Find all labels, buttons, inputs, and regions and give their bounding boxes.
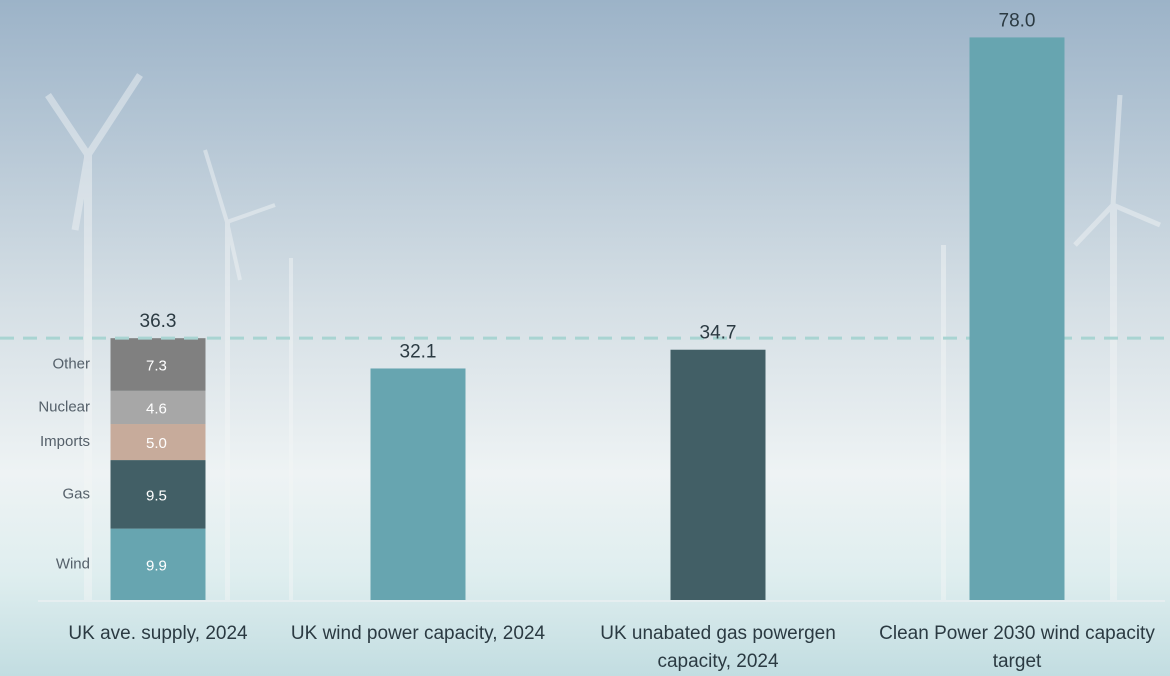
x-tick-label: Clean Power 2030 wind capacity target bbox=[872, 620, 1162, 676]
bar bbox=[371, 368, 466, 600]
x-tick-label: UK wind power capacity, 2024 bbox=[273, 620, 563, 648]
value-label: 78.0 bbox=[999, 10, 1036, 31]
legend-label: Gas bbox=[62, 485, 90, 502]
segment-label: 4.6 bbox=[146, 400, 167, 417]
x-tick-label: UK unabated gas powergen capacity, 2024 bbox=[573, 620, 863, 676]
segment-label: 9.9 bbox=[146, 557, 167, 574]
legend-label: Other bbox=[52, 355, 90, 372]
segment-label: 9.5 bbox=[146, 487, 167, 504]
bar bbox=[671, 350, 766, 600]
segment-label: 7.3 bbox=[146, 357, 167, 374]
chart-page: 9.9 Wind 9.5 Gas 5.0 Imports 4.6 Nuclear 7.3 Othe… bbox=[0, 0, 1170, 676]
chart: 9.9 Wind 9.5 Gas 5.0 Imports 4.6 Nuclear 7.3 Othe… bbox=[0, 0, 1170, 676]
legend-label: Wind bbox=[56, 555, 90, 572]
value-label: 32.1 bbox=[400, 341, 437, 362]
legend-label: Imports bbox=[40, 433, 90, 450]
segment-label: 5.0 bbox=[146, 435, 167, 452]
legend-label: Nuclear bbox=[38, 398, 90, 415]
value-label: 36.3 bbox=[140, 311, 177, 332]
bar bbox=[970, 37, 1065, 600]
value-label: 34.7 bbox=[700, 323, 737, 344]
x-tick-label: UK ave. supply, 2024 bbox=[13, 620, 303, 648]
